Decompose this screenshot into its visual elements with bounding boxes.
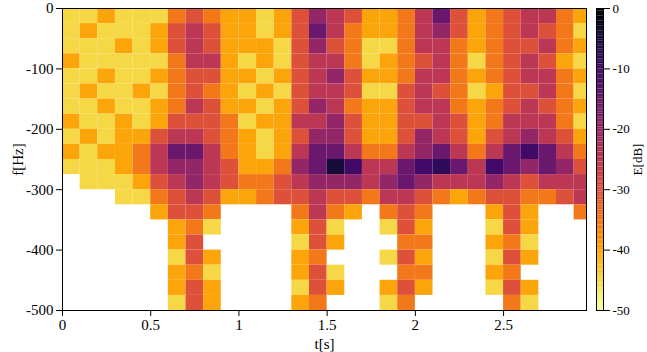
- svg-text:0: 0: [59, 317, 67, 333]
- svg-text:f[Hz]: f[Hz]: [10, 143, 26, 175]
- svg-text:-30: -30: [613, 182, 630, 197]
- svg-text:-100: -100: [26, 61, 54, 77]
- svg-text:t[s]: t[s]: [315, 336, 335, 352]
- svg-text:1: 1: [235, 317, 243, 333]
- svg-text:-200: -200: [26, 121, 54, 137]
- svg-text:0.5: 0.5: [141, 317, 160, 333]
- svg-text:2.5: 2.5: [494, 317, 513, 333]
- svg-text:-300: -300: [26, 182, 54, 198]
- svg-text:-10: -10: [613, 61, 630, 76]
- svg-text:1.5: 1.5: [318, 317, 337, 333]
- svg-text:-50: -50: [613, 303, 630, 318]
- svg-text:0: 0: [46, 0, 54, 16]
- svg-text:2: 2: [412, 317, 420, 333]
- svg-text:-400: -400: [26, 242, 54, 258]
- svg-text:-500: -500: [26, 302, 54, 318]
- svg-text:-40: -40: [613, 242, 630, 257]
- svg-text:E[dB]: E[dB]: [630, 144, 645, 176]
- svg-text:0: 0: [613, 1, 620, 16]
- svg-text:-20: -20: [613, 121, 630, 136]
